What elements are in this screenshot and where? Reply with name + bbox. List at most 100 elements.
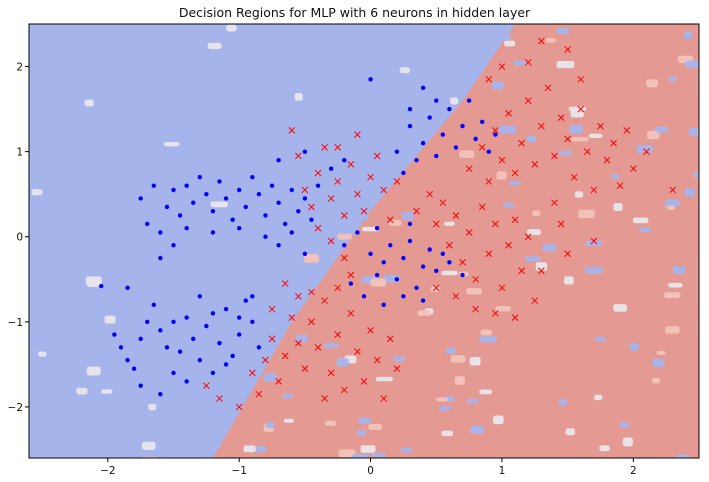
class0-point [223, 362, 229, 367]
class0-point [368, 77, 373, 82]
region-speckle [685, 60, 699, 68]
class0-point [263, 234, 268, 239]
class1-point [485, 75, 493, 83]
class0-point [453, 145, 459, 150]
class1-point [465, 229, 473, 236]
class0-point [434, 153, 439, 159]
region-speckle [438, 406, 452, 411]
class0-point [302, 251, 308, 256]
class0-point [164, 345, 170, 350]
class1-point [643, 148, 650, 156]
class0-point [394, 149, 400, 154]
class1-point [314, 169, 322, 177]
class0-point [184, 379, 189, 384]
class1-point [202, 382, 210, 390]
class1-point [327, 369, 335, 377]
class1-point [393, 365, 401, 373]
class0-point [171, 187, 176, 193]
region-speckle [526, 135, 537, 143]
class0-point [217, 340, 222, 346]
class0-point [282, 221, 288, 227]
region-speckle [163, 142, 180, 147]
region-speckle [210, 201, 228, 208]
class0-point [164, 204, 170, 210]
class1-point [301, 186, 309, 194]
class1-point [216, 395, 223, 402]
region-speckle [491, 81, 504, 90]
class1-point [577, 75, 585, 83]
class0-point [381, 302, 386, 308]
region-speckle [571, 137, 589, 142]
class1-point [268, 305, 276, 313]
chart-title: Decision Regions for MLP with 6 neurons … [178, 5, 531, 20]
class1-point [583, 148, 591, 156]
region-speckle [303, 254, 320, 263]
region-speckle [526, 229, 542, 236]
y-tick-label: 0 [16, 232, 23, 244]
region-speckle [86, 366, 101, 376]
class0-point [125, 285, 130, 291]
plot-frame [28, 23, 700, 459]
class0-point [210, 311, 216, 316]
region-speckle [446, 347, 456, 354]
class1-point [334, 144, 342, 151]
data-points [99, 37, 677, 411]
class1-point [524, 233, 532, 241]
class1-point [564, 46, 571, 53]
region-speckle [683, 31, 693, 40]
class0-point [158, 328, 163, 333]
region-speckle [459, 150, 475, 158]
class1-point [347, 309, 355, 317]
region-speckle [479, 336, 498, 343]
region-speckle [556, 60, 575, 69]
region-speckle [503, 40, 516, 47]
class1-point [393, 178, 401, 185]
region-speckle [148, 404, 157, 411]
class1-point [551, 152, 558, 160]
region-speckle [588, 133, 603, 138]
class1-point [498, 284, 506, 292]
class1-point [340, 212, 348, 219]
class0-point [184, 315, 189, 320]
class0-point [289, 230, 294, 235]
class0-point [368, 251, 373, 256]
region-speckle [450, 97, 459, 105]
class1-point [557, 220, 565, 228]
region-speckle [594, 336, 606, 342]
class0-point [210, 370, 216, 376]
region-speckle [593, 394, 603, 401]
class0-point [171, 319, 176, 325]
class1-point [623, 127, 631, 134]
region-speckle [563, 276, 574, 285]
region-speckle [76, 387, 88, 395]
region-speckle [323, 343, 339, 349]
class1-point [314, 344, 322, 351]
class1-point [465, 165, 473, 173]
class0-point [414, 285, 419, 291]
region-speckle [668, 282, 683, 288]
class1-point [485, 178, 493, 185]
region-speckle [400, 447, 413, 453]
class0-point [394, 277, 400, 282]
class0-point [374, 226, 380, 231]
region-speckle [636, 145, 653, 153]
region-speckle [370, 452, 386, 458]
class1-point [294, 339, 302, 347]
class0-point [177, 213, 183, 218]
region-speckle [496, 171, 507, 180]
region-speckle [664, 199, 680, 208]
region-speckle [622, 437, 633, 447]
class1-point [511, 314, 519, 321]
class1-point [505, 241, 512, 249]
region-speckle [558, 398, 567, 406]
region-speckle [512, 60, 527, 66]
region-speckle [38, 351, 47, 357]
y-tick-label: −1 [8, 317, 23, 329]
class0-point [171, 243, 176, 248]
class1-point [511, 169, 519, 177]
class0-point [230, 353, 235, 359]
region-speckle [441, 270, 458, 276]
class0-point [243, 298, 248, 303]
region-speckle [225, 404, 236, 411]
